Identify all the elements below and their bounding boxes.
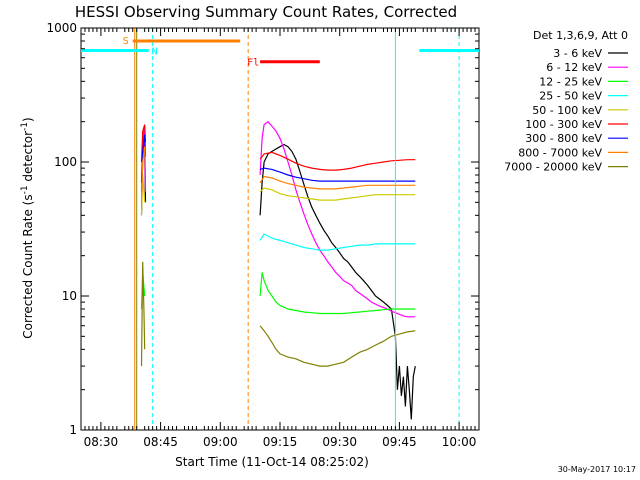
- series-line-7: [140, 146, 416, 203]
- y-tick-label-0: 1: [69, 423, 77, 437]
- series-line-2: [140, 272, 416, 315]
- y-tick-label-2: 100: [54, 155, 77, 169]
- legend-label-5: 100 - 300 keV: [525, 118, 602, 131]
- legend-label-3: 25 - 50 keV: [539, 90, 602, 103]
- legend-label-1: 6 - 12 keV: [546, 61, 602, 74]
- series-line-8: [140, 261, 416, 367]
- legend-label-8: 7000 - 20000 keV: [504, 161, 602, 174]
- flags-layer: S N Fl: [81, 28, 479, 430]
- series-line-6: [140, 134, 416, 183]
- flare-flag-label: Fl: [247, 58, 259, 69]
- series-line-0: [140, 131, 416, 420]
- legend-label-4: 50 - 100 keV: [532, 104, 602, 117]
- night-flag-label: N: [152, 46, 158, 57]
- legend-label-2: 12 - 25 keV: [539, 75, 602, 88]
- y-tick-label-1: 10: [62, 289, 77, 303]
- y-axis-label-mid: detector: [21, 131, 35, 186]
- series-layer: [140, 120, 416, 420]
- axes-layer: 08:30 08:45 09:00 09:15 09:30 09:45 10:00 1 10 10…: [46, 21, 479, 449]
- legend-label-0: 3 - 6 keV: [553, 47, 602, 60]
- plot-area: [80, 27, 480, 431]
- x-tick-label-1: 08:45: [143, 435, 178, 449]
- y-tick-label-3: 1000: [46, 21, 77, 35]
- y-axis-label-end: ): [21, 117, 35, 122]
- y-axis-label: Corrected Count Rate (s-1 detector-1): [20, 117, 35, 338]
- plot-frame: [80, 27, 480, 431]
- footer-timestamp: 30-May-2017 10:17: [558, 465, 636, 474]
- legend-label-7: 800 - 7000 keV: [518, 146, 602, 159]
- y-axis-label-sup1: -1: [20, 185, 30, 194]
- legend-header: Det 1,3,6,9, Att 0: [533, 29, 628, 42]
- x-tick-label-0: 08:30: [84, 435, 119, 449]
- x-tick-label-3: 09:15: [263, 435, 298, 449]
- x-tick-label-5: 09:45: [382, 435, 417, 449]
- series-line-3: [259, 233, 416, 251]
- y-axis-label-main: Corrected Count Rate (s: [21, 194, 35, 338]
- x-tick-label-6: 10:00: [442, 435, 477, 449]
- x-axis-label: Start Time (11-Oct-14 08:25:02): [175, 455, 369, 469]
- x-tick-label-4: 09:30: [322, 435, 357, 449]
- saa-flag-label: S: [123, 36, 129, 47]
- y-axis-label-sup2: -1: [20, 122, 30, 131]
- legend-label-6: 300 - 800 keV: [525, 132, 602, 145]
- series-line-1: [140, 120, 416, 318]
- x-tick-label-2: 09:00: [203, 435, 238, 449]
- series-line-5: [140, 124, 416, 171]
- chart-title: HESSI Observing Summary Count Rates, Cor…: [75, 3, 457, 21]
